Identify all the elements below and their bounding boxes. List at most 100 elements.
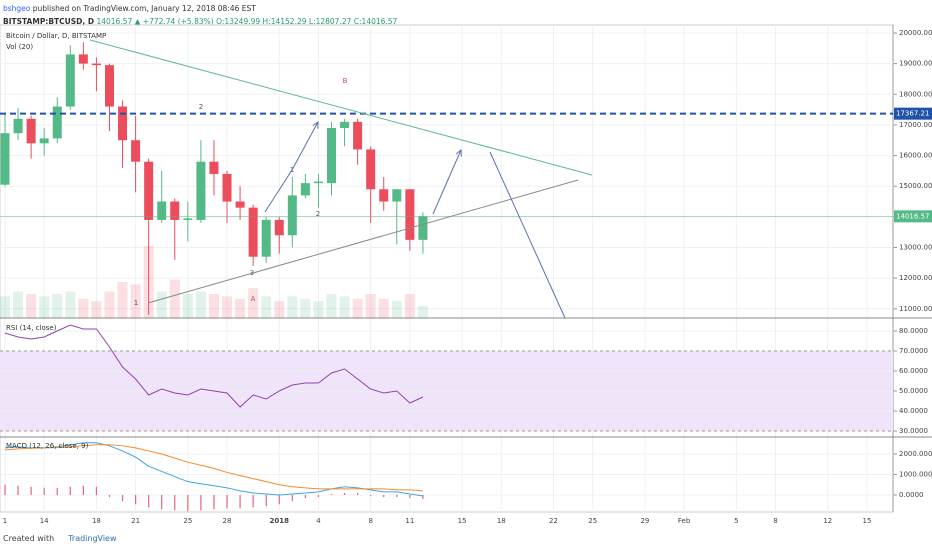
ohlc: O:13249.99 [216,17,261,26]
layers: 1 14 18 21 25 28 2018 4 8 11 15 18 22 25 29 Feb 5 8 12 1511… [0,25,932,525]
candle-body [13,118,23,134]
x-tick-label: Feb [678,517,691,525]
candle-body [26,118,36,144]
pane-title: Vol (20) [6,43,33,51]
candle-body [418,216,428,240]
volume-bar [274,301,285,318]
volume-bar [130,284,141,318]
arrow [432,150,461,215]
created: Created with [3,534,55,543]
candle-body [274,219,284,236]
x-tick-label: 18 [497,517,506,525]
candle-body [327,127,336,184]
candle-body [39,138,49,144]
x-tick-label: 8 [773,517,777,525]
volume-bar [378,298,389,318]
volume-bar [404,294,415,318]
price-label-box [894,107,932,120]
price-label-box [894,210,932,223]
volume-bar [248,288,259,318]
ohlc: C:14016.57 [353,17,398,26]
symbol: BITSTAMP:BTCUSD, D [3,17,95,26]
y-tick-label: 17000.00 [899,121,932,129]
price-label: 17367.21 [896,110,929,118]
x-tick-label: 5 [734,517,738,525]
volume-bar [117,282,128,318]
volume-bar [156,291,167,318]
ohlc: H:14152.29 [262,17,307,26]
volume-bar [39,296,50,318]
y-tick-label: 30.0000 [899,427,928,435]
x-tick-label: 12 [823,517,832,525]
x-tick-label: 18 [92,517,101,525]
header: bshgeo published on TradingView.com, Jan… [3,2,397,28]
volume-bar [287,296,298,318]
candle-body [353,121,363,150]
macd-line [4,444,423,492]
rsi-line [4,324,424,408]
candle-body [196,161,206,220]
chart: 1 14 18 21 25 28 2018 4 8 11 15 18 22 25 29 Feb 5 8 12 1511… [0,24,932,525]
volume-bar [78,298,89,318]
volume-bar [65,291,76,318]
y-tick-label: 18000.00 [899,90,932,98]
macd-line [4,442,423,497]
volume-bar [169,279,180,318]
x-tick-label: 15 [862,517,871,525]
brand[interactable]: TradingView [68,534,117,543]
x-tick-label: 25 [183,517,192,525]
candle-body [300,183,310,196]
published: published on TradingView.com, January 12… [32,4,256,13]
x-tick-label: 4 [316,517,321,525]
annotation: A [251,295,256,303]
y-tick-label: 13000.00 [899,244,932,252]
candle-body [118,106,128,141]
volume-bar [52,294,63,318]
candle-body [405,189,415,240]
volume-bar [391,301,402,318]
x-tick-label: 22 [549,517,558,525]
volume-bar [300,298,311,318]
candle-body [209,161,219,174]
volume-bar [339,296,350,318]
candle-body [78,54,88,64]
candle-body [379,189,389,202]
candle-body [52,106,62,139]
y-tick-label: 60.0000 [899,367,928,375]
y-tick-label: 50.0000 [899,387,928,395]
y-tick-label: 0.0000 [899,491,924,499]
x-tick-label: 28 [223,517,232,525]
candle-body [313,181,323,184]
annotation: 2 [199,103,203,111]
volume-bar [182,294,193,318]
y-tick-label: 2000.0000 [899,450,932,458]
y-tick-label: 80.0000 [899,327,928,335]
footer: Created with TradingView [3,534,117,543]
volume-bar [0,296,10,318]
candle-body [366,149,376,190]
candle-body [222,173,232,202]
annotation: 2 [316,210,320,218]
candle-body [287,195,297,236]
author[interactable]: bshgeo [3,4,31,13]
candle-body [183,218,193,220]
symbol-line: BITSTAMP:BTCUSD, D 14016.57 ▲ +772.74 (+… [3,15,397,28]
y-tick-label: 1000.0000 [899,471,932,479]
x-tick-label: 2018 [270,517,290,525]
change: ▲ +772.74 (+5.83%) [134,17,214,26]
volume-bar [222,296,233,318]
candle-body [340,121,350,128]
y-tick-label: 15000.00 [899,182,932,190]
volume-bar [195,291,206,318]
x-tick-label: 8 [368,517,372,525]
y-tick-label: 70.0000 [899,347,928,355]
pane-title: MACD (12, 26, close, 9) [6,442,89,450]
candle-body [157,201,167,220]
volume-bar [235,298,246,318]
volume-bar [365,294,376,318]
volume-bar [13,291,24,318]
volume-bar [261,296,272,318]
plot-frame [0,24,894,513]
y-tick-label: 40.0000 [899,407,928,415]
